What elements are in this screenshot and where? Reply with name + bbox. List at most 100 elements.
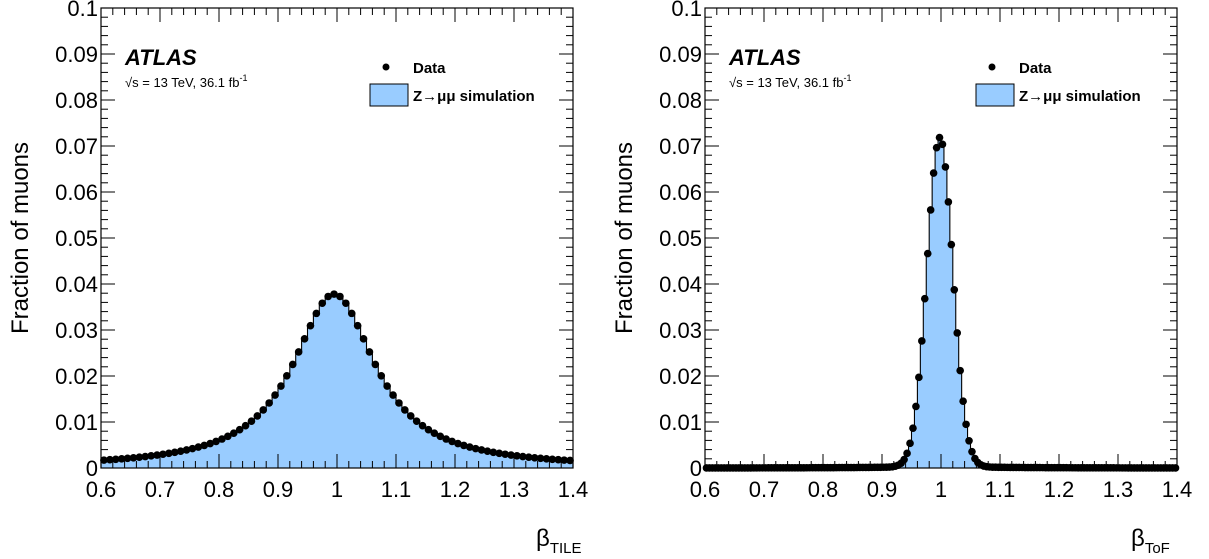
y-tick-label: 0.04: [55, 272, 98, 297]
data-point: [524, 453, 533, 461]
data-point: [241, 421, 250, 430]
data-point: [920, 294, 929, 303]
x-tick-label: 0.9: [263, 477, 294, 502]
lumi-text: √s = 13 TeV, 36.1 fb: [125, 75, 239, 90]
data-point: [165, 449, 173, 458]
legend-sim-swatch: [369, 83, 409, 107]
data-point: [554, 455, 563, 464]
axis-ticks: [704, 7, 1178, 469]
atlas-label: ATLAS: [124, 45, 197, 70]
y-tick-label: 0.04: [659, 272, 702, 297]
y-tick-label: 0.08: [55, 88, 98, 113]
data-point: [412, 417, 421, 425]
x-tick-labels: 0.6 0.7 0.8 0.9 1 1.1 1.2 1.3 1.4: [86, 477, 589, 502]
lumi-exponent: -1: [843, 73, 851, 83]
atlas-label: ATLAS: [728, 45, 801, 70]
data-point: [141, 452, 150, 461]
data-point: [318, 299, 327, 308]
data-point: [247, 417, 256, 425]
data-point: [950, 285, 959, 294]
data-point: [176, 447, 185, 456]
data-point: [353, 321, 362, 330]
data-point: [483, 447, 492, 456]
data-point: [906, 439, 914, 448]
data-point: [259, 406, 268, 414]
legend-sim-label: Z→μμ simulation: [1019, 88, 1141, 105]
y-tick-label: 0.03: [659, 318, 702, 343]
data-point: [932, 143, 941, 152]
data-point: [513, 452, 521, 460]
y-axis-title: Fraction of muons: [7, 142, 34, 334]
data-point: [530, 453, 539, 462]
x-tick-label: 1.4: [558, 477, 589, 502]
y-axis-title: Fraction of muons: [611, 142, 638, 334]
data-point: [406, 412, 415, 420]
x-tick-label: 1.3: [499, 477, 530, 502]
x-axis-title-subscript: TILE: [550, 540, 582, 557]
legend-data-marker: [382, 63, 390, 71]
y-tick-label: 0.01: [659, 410, 702, 435]
data-point: [442, 435, 450, 443]
data-point: [915, 373, 923, 382]
data-point: [460, 441, 468, 450]
data-point: [560, 456, 568, 464]
data-point: [395, 399, 403, 407]
x-tick-label: 1.2: [440, 477, 471, 502]
data-point: [312, 309, 321, 318]
x-tick-label: 0.9: [867, 477, 898, 502]
x-axis-title-subscript: ToF: [1145, 540, 1170, 557]
data-point: [471, 444, 480, 453]
data-point: [536, 454, 545, 463]
data-point: [383, 382, 391, 390]
data-point: [929, 169, 938, 177]
y-tick-label: 0.09: [55, 42, 98, 67]
data-point: [117, 455, 126, 463]
data-point: [389, 391, 397, 399]
right-panel: 0.6 0.7 0.8 0.9 1 1.1 1.2 1.3 1.4 00.010.020.030…: [611, 0, 1192, 557]
data-point: [218, 435, 226, 443]
data-point: [153, 451, 161, 459]
data-point: [418, 421, 427, 430]
x-tick-label: 1.2: [1044, 477, 1075, 502]
data-point: [347, 309, 356, 318]
data-point: [923, 249, 932, 258]
data-point: [277, 382, 285, 390]
data-point: [359, 335, 368, 343]
simulation-histogram: [100, 293, 574, 469]
data-point: [938, 140, 947, 149]
x-tick-label: 0.7: [749, 477, 780, 502]
data-point: [918, 337, 926, 345]
data-point: [129, 453, 138, 462]
lumi-exponent: -1: [239, 73, 247, 83]
data-point: [465, 443, 474, 451]
legend-data-marker: [988, 63, 996, 71]
y-tick-label: 0.1: [67, 0, 98, 21]
data-point: [188, 444, 197, 453]
x-tick-label: 1: [331, 477, 343, 502]
data-point: [377, 371, 386, 380]
y-tick-label: 0.02: [55, 364, 98, 389]
left-panel: 0.6 0.7 0.8 0.9 1 1.1 1.2 1.3 1.4 00.010.020.030…: [7, 0, 588, 557]
data-point: [342, 299, 350, 308]
data-point: [507, 451, 515, 459]
data-point: [909, 424, 917, 432]
x-tick-label: 0.8: [808, 477, 839, 502]
x-tick-labels: 0.6 0.7 0.8 0.9 1 1.1 1.2 1.3 1.4: [690, 477, 1193, 502]
data-point: [306, 321, 315, 330]
x-tick-label: 0.7: [145, 477, 176, 502]
data-point: [430, 429, 439, 438]
data-points: [100, 290, 574, 465]
y-tick-labels: 0 0.01 0.02 0.03 0.04 0.05 0.06 0.07 0.08 0.09 0.1: [55, 0, 98, 481]
data-point: [265, 399, 273, 407]
y-tick-label: 0: [690, 456, 702, 481]
data-point: [944, 198, 953, 206]
simulation-fill: [100, 293, 574, 469]
data-point: [912, 402, 920, 411]
legend-sim-swatch: [975, 83, 1015, 107]
y-tick-label: 0.07: [659, 134, 702, 159]
data-point: [965, 436, 973, 445]
x-axis-title: βTILE: [536, 525, 582, 557]
data-point: [336, 292, 344, 301]
y-tick-label: 0.1: [671, 0, 702, 21]
